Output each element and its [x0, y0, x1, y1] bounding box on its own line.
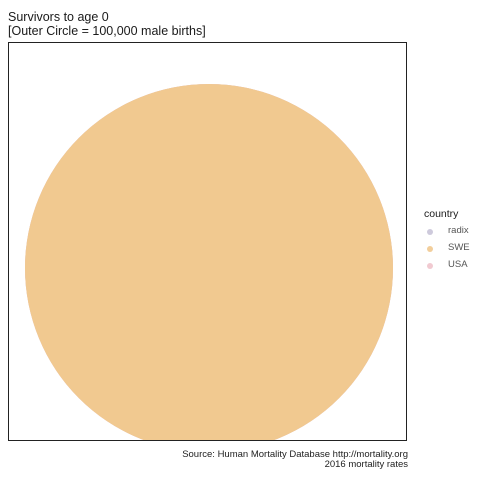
chart-caption: Source: Human Mortality Database http://… [182, 450, 408, 470]
legend-dot-radix [427, 229, 433, 235]
legend-dot-swe [427, 246, 433, 252]
plot-panel [8, 42, 407, 441]
legend-key-swe [424, 243, 436, 255]
legend-label-radix: radix [448, 224, 469, 238]
legend-item-usa: USA [424, 257, 480, 274]
legend-title: country [424, 208, 480, 221]
plot-svg [9, 43, 406, 440]
caption-note: 2016 mortality rates [182, 460, 408, 470]
legend-dot-usa [427, 263, 433, 269]
chart-subtitle: [Outer Circle = 100,000 male births] [8, 24, 206, 38]
chart-title: Survivors to age 0 [8, 10, 109, 24]
legend: country radix SWE USA [424, 208, 480, 274]
legend-item-radix: radix [424, 223, 480, 240]
legend-label-swe: SWE [448, 241, 470, 255]
legend-label-usa: USA [448, 258, 468, 272]
legend-item-swe: SWE [424, 240, 480, 257]
legend-key-radix [424, 226, 436, 238]
legend-key-usa [424, 260, 436, 272]
circle-swe [25, 84, 393, 440]
